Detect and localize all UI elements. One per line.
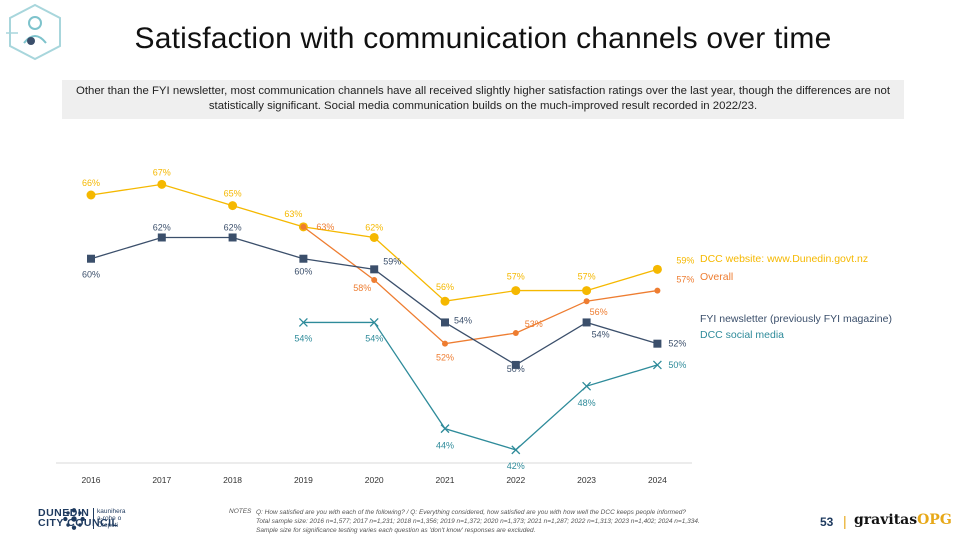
data-label: 50% — [668, 360, 686, 370]
data-point — [583, 298, 590, 305]
series-line — [90, 236, 658, 366]
legend-entry: Overall — [700, 271, 733, 283]
gravitas-logo: gravitasOPG — [854, 512, 952, 528]
dunedin-council-logo-icon — [63, 508, 85, 530]
council-maori-line2: a-rohe o — [97, 515, 122, 522]
data-point — [440, 296, 450, 306]
data-point — [512, 330, 519, 337]
data-label: 59% — [383, 256, 401, 266]
data-label: 60% — [294, 267, 312, 277]
data-point — [582, 286, 592, 296]
series-line — [303, 226, 658, 345]
council-maori-line1: kaunihera — [97, 508, 126, 515]
data-point — [511, 286, 521, 296]
data-label: 62% — [224, 222, 242, 232]
page-title: Satisfaction with communication channels… — [134, 22, 832, 55]
series-line — [303, 321, 658, 451]
data-point — [157, 233, 166, 242]
x-tick-label: 2022 — [506, 475, 525, 485]
data-point — [653, 339, 662, 348]
data-point — [582, 381, 592, 391]
data-label: 54% — [365, 333, 383, 343]
data-label: 48% — [578, 398, 596, 408]
council-maori-line3: Ōtepoti — [97, 522, 118, 529]
data-label: 54% — [592, 329, 610, 339]
data-label: 56% — [590, 307, 608, 317]
x-tick-label: 2020 — [365, 475, 384, 485]
data-label: 66% — [82, 178, 100, 188]
x-tick-label: 2018 — [223, 475, 242, 485]
council-name-line2: CITY COUNCIL — [38, 517, 119, 529]
data-label: 62% — [365, 222, 383, 232]
data-label: 63% — [284, 209, 302, 219]
summary-text: Other than the FYI newsletter, most comm… — [62, 80, 904, 119]
data-point — [442, 340, 448, 347]
data-point — [441, 318, 449, 327]
x-tick-label: 2021 — [436, 475, 455, 485]
brand-accent: OPG — [917, 512, 952, 528]
notes-label: NOTES — [229, 508, 252, 515]
data-label: 63% — [316, 222, 334, 232]
data-label: 57% — [676, 275, 694, 285]
notes-line1: Q: How satisfied are you with each of th… — [256, 509, 686, 516]
data-point — [86, 190, 96, 200]
council-maori-name: kaunihera a-rohe o Ōtepoti — [93, 508, 126, 529]
data-point — [652, 264, 662, 274]
data-point — [298, 317, 308, 327]
data-point — [440, 424, 450, 434]
data-point — [299, 254, 308, 263]
x-tick-label: 2024 — [648, 475, 667, 485]
notes-line2: Total sample size: 2016 n=1,577; 2017 n=… — [256, 518, 700, 525]
data-point — [228, 233, 237, 242]
data-label: 50% — [507, 364, 525, 374]
x-tick-label: 2016 — [82, 475, 101, 485]
legend-entry: FYI newsletter (previously FYI magazine) — [700, 313, 892, 325]
x-tick-label: 2023 — [577, 475, 596, 485]
data-point — [511, 445, 521, 455]
data-point — [582, 318, 591, 327]
data-point — [654, 287, 661, 294]
data-label: 44% — [436, 441, 454, 451]
page-number: 53 — [820, 515, 834, 529]
data-label: 67% — [153, 167, 171, 177]
data-point — [157, 179, 167, 189]
data-point — [300, 223, 307, 230]
council-name: DUNEDIN CITY COUNCIL — [38, 507, 119, 529]
legend-entry: DCC social media — [700, 329, 784, 341]
data-label: 57% — [507, 272, 525, 282]
data-label: 54% — [454, 315, 472, 325]
data-label: 60% — [82, 270, 100, 280]
data-label: 62% — [153, 222, 171, 232]
footer-separator: | — [843, 513, 847, 529]
data-point — [652, 360, 662, 370]
data-label: 65% — [224, 189, 242, 199]
data-label: 56% — [436, 282, 454, 292]
notes: Q: How satisfied are you with each of th… — [256, 508, 776, 535]
brand-main: gravitas — [854, 512, 918, 528]
data-label: 52% — [436, 353, 454, 363]
data-point — [370, 265, 379, 274]
data-label: 53% — [525, 319, 543, 329]
data-point — [511, 360, 520, 369]
data-label: 52% — [668, 339, 686, 349]
data-point — [87, 254, 95, 263]
data-label: 58% — [353, 283, 371, 293]
x-tick-label: 2017 — [152, 475, 171, 485]
data-label: 57% — [578, 272, 596, 282]
data-point — [369, 317, 379, 327]
legend-entry: DCC website: www.Dunedin.govt.nz — [700, 253, 868, 265]
series-line — [90, 183, 658, 302]
data-label: 42% — [507, 461, 525, 471]
council-name-line1: DUNEDIN — [38, 507, 90, 519]
data-label: 54% — [294, 333, 312, 343]
data-point — [371, 276, 378, 283]
notes-line3: Sample size for significance testing var… — [256, 527, 536, 534]
data-point — [369, 232, 379, 242]
data-point — [228, 201, 238, 211]
data-label: 59% — [676, 255, 694, 265]
survey-logo-icon — [6, 3, 61, 61]
x-tick-label: 2019 — [294, 475, 313, 485]
